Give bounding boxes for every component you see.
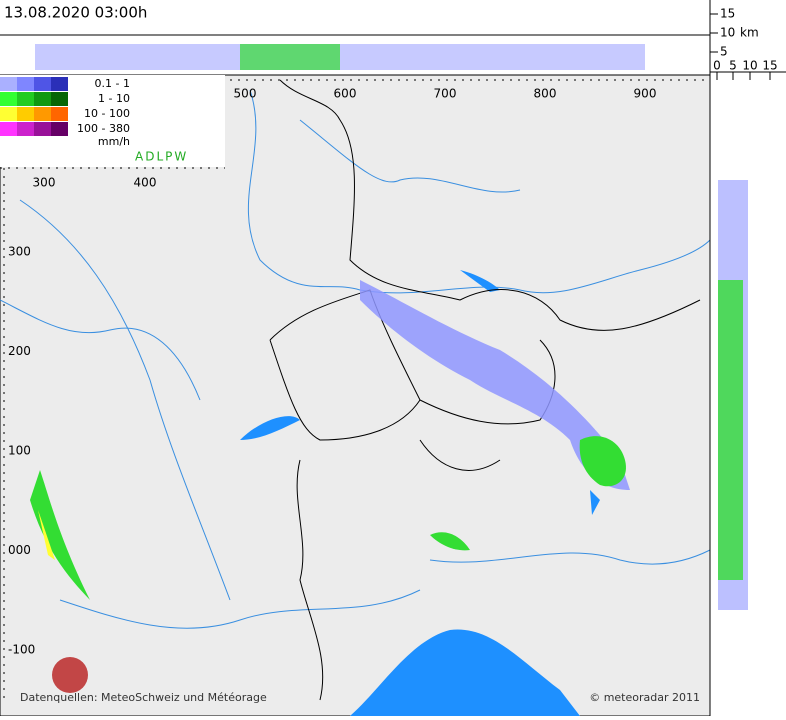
coord-label: 500 xyxy=(234,87,257,101)
side-x-label: 0 xyxy=(713,59,721,73)
legend-swatch xyxy=(17,107,34,121)
side-x-label: 5 xyxy=(729,59,737,73)
coord-label: 200 xyxy=(8,344,31,358)
coord-label: 100 xyxy=(8,444,31,458)
timestamp: 13.08.2020 03:00h xyxy=(4,4,147,22)
legend-swatch xyxy=(0,107,17,121)
legend-range: 10 - 100 xyxy=(84,107,130,120)
coord-label: 400 xyxy=(134,176,157,190)
legend-swatch xyxy=(51,92,68,106)
legend-swatch xyxy=(34,92,51,106)
legend-swatch xyxy=(51,107,68,121)
height-label: 15 xyxy=(720,7,735,21)
sea xyxy=(350,629,580,716)
legend-swatch xyxy=(0,77,17,91)
legend-range: 1 - 10 xyxy=(98,92,130,105)
rivers xyxy=(0,89,711,629)
coord-label: 300 xyxy=(8,245,31,259)
borders xyxy=(269,79,701,701)
coord-label: 800 xyxy=(534,87,557,101)
legend-swatch xyxy=(17,92,34,106)
legend-swatch xyxy=(51,122,68,136)
legend-swatch xyxy=(34,122,51,136)
legend-unit: mm/h xyxy=(98,135,130,148)
map-area xyxy=(0,74,711,717)
coord-label: 700 xyxy=(434,87,457,101)
coord-label: 600 xyxy=(334,87,357,101)
legend-swatch xyxy=(17,77,34,91)
side-x-label: 10 xyxy=(742,59,757,73)
legend-range: 0.1 - 1 xyxy=(95,77,130,90)
stations: ADLPW xyxy=(135,150,188,164)
height-unit: km xyxy=(740,26,759,40)
coord-label: 000 xyxy=(8,543,31,557)
coord-label: 900 xyxy=(634,87,657,101)
legend-swatch xyxy=(17,122,34,136)
precipitation xyxy=(30,44,748,693)
height-label: 5 xyxy=(720,45,728,59)
legend-swatch xyxy=(51,77,68,91)
legend-swatch xyxy=(0,122,17,136)
coord-label: 300 xyxy=(33,176,56,190)
coord-label: -100 xyxy=(8,643,35,657)
sources: Datenquellen: MeteoSchweiz und Météorage xyxy=(20,691,267,704)
copyright: © meteoradar 2011 xyxy=(589,691,700,704)
side-x-label: 15 xyxy=(762,59,777,73)
height-label: 10 xyxy=(720,26,735,40)
legend-swatch xyxy=(34,107,51,121)
legend-swatch xyxy=(0,92,17,106)
legend-swatch xyxy=(34,77,51,91)
legend-range: 100 - 380 xyxy=(77,122,130,135)
